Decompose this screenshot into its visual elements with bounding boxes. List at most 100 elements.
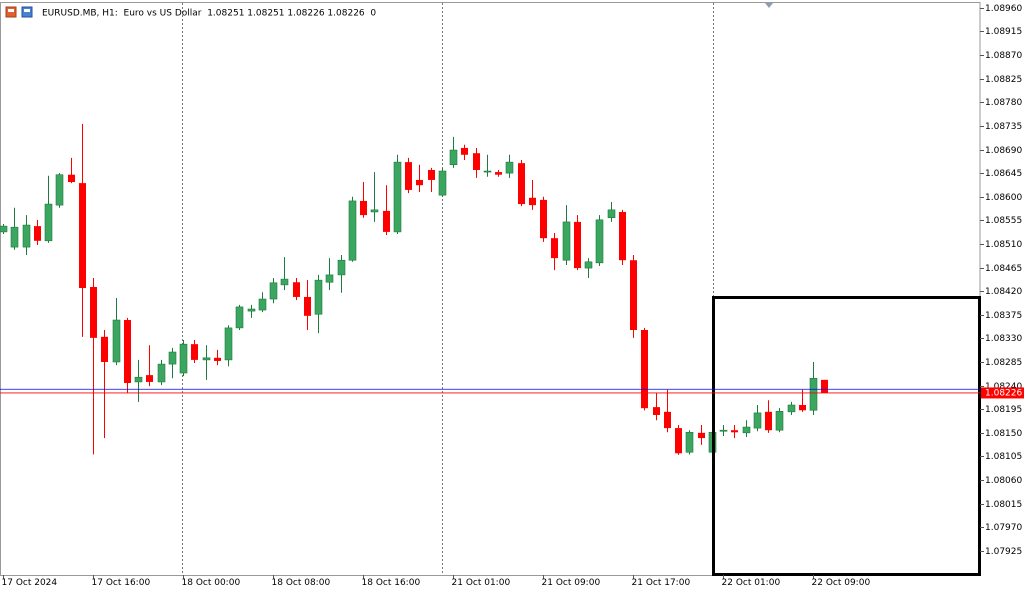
candle-body	[383, 210, 390, 232]
x-tick-label: 18 Oct 08:00	[272, 578, 331, 588]
candle-body	[214, 357, 221, 361]
candle-body	[393, 161, 402, 233]
candle-body	[595, 219, 604, 264]
candle-body	[584, 261, 593, 269]
candle-body	[540, 199, 547, 239]
candle-body	[495, 172, 502, 175]
y-tick-label: 1.07970	[985, 523, 1022, 533]
candle-body	[124, 320, 131, 383]
candle-body	[438, 170, 447, 196]
candles	[0, 123, 828, 455]
candle-body	[168, 351, 177, 365]
y-tick-label: 1.08735	[985, 122, 1022, 132]
x-tick-label: 18 Oct 00:00	[182, 578, 241, 588]
x-tick-label: 17 Oct 16:00	[92, 578, 151, 588]
candle-body	[518, 163, 525, 205]
y-tick-label: 1.08060	[985, 476, 1022, 486]
y-tick-label: 1.08915	[985, 27, 1022, 37]
candle-body	[10, 226, 19, 248]
y-tick-label: 1.07925	[985, 547, 1022, 557]
candle-body	[224, 327, 233, 361]
x-tick-label: 17 Oct 2024	[2, 578, 58, 588]
y-tick-label: 1.08195	[985, 405, 1022, 415]
y-tick-label: 1.08825	[985, 75, 1022, 85]
candle-body	[461, 147, 468, 155]
candle-body	[742, 426, 751, 434]
candle-body	[79, 183, 86, 289]
candle-body	[146, 375, 153, 382]
candle-body	[473, 153, 480, 170]
highlight-box	[712, 296, 981, 576]
candle-body	[775, 411, 784, 431]
candle-body	[821, 379, 828, 393]
y-tick-label: 1.08645	[985, 169, 1022, 179]
candle-body	[304, 296, 311, 316]
candle-body	[0, 225, 8, 233]
candle-body	[698, 432, 705, 439]
y-tick-label: 1.08555	[985, 216, 1022, 226]
candle-body	[280, 278, 289, 286]
candle-body	[337, 259, 346, 276]
y-tick-label: 1.08780	[985, 98, 1022, 108]
candle-body	[753, 412, 762, 429]
candle-body	[630, 260, 637, 330]
candle-body	[101, 336, 108, 362]
candle-body	[314, 279, 323, 315]
candle-body	[799, 405, 806, 411]
candle-body	[428, 169, 435, 180]
y-tick-label: 1.08150	[985, 429, 1022, 439]
candle-body	[258, 298, 267, 311]
y-tick-label: 1.08510	[985, 240, 1022, 250]
y-tick-label: 1.08960	[985, 4, 1022, 14]
y-tick-label: 1.08690	[985, 146, 1022, 156]
candle-body	[360, 200, 367, 216]
candle-body	[44, 203, 53, 242]
x-tick-label: 22 Oct 09:00	[812, 578, 871, 588]
shift-marker	[765, 3, 773, 8]
candle-body	[22, 224, 31, 248]
candle-body	[405, 162, 412, 190]
candle-body	[607, 209, 616, 219]
candle-body	[719, 429, 728, 432]
candle-body	[529, 197, 536, 206]
candle-body	[653, 407, 660, 415]
candle-body	[505, 161, 514, 174]
y-tick-label: 1.08465	[985, 264, 1022, 274]
x-tick-label: 21 Oct 09:00	[542, 578, 601, 588]
x-tick-label: 21 Oct 17:00	[632, 578, 691, 588]
x-tick-label: 22 Oct 01:00	[722, 578, 781, 588]
candle-body	[731, 430, 738, 433]
candle-body	[134, 376, 143, 383]
candle-body	[370, 209, 379, 213]
y-tick-label: 1.08420	[985, 287, 1022, 297]
y-tick-label: 1.08015	[985, 500, 1022, 510]
candle-body	[641, 329, 648, 409]
y-tick-label: 1.08330	[985, 334, 1022, 344]
candle-body	[55, 174, 64, 206]
plot-frame	[0, 2, 981, 576]
y-tick-label: 1.08600	[985, 193, 1022, 203]
y-tick-label: 1.08105	[985, 452, 1022, 462]
candle-body	[483, 170, 492, 173]
candle-body	[449, 149, 458, 166]
x-tick-label: 21 Oct 01:00	[452, 578, 511, 588]
candle-body	[293, 282, 300, 297]
y-tick-label: 1.08240	[985, 382, 1022, 392]
candle-body	[157, 363, 166, 383]
candle-body	[619, 211, 626, 261]
x-tick-label: 18 Oct 16:00	[362, 578, 421, 588]
candle-body	[675, 428, 682, 454]
candle-body	[787, 404, 796, 413]
bid-tag	[981, 387, 1024, 399]
candle-body	[112, 319, 121, 363]
candle-body	[68, 174, 75, 183]
candle-body	[179, 343, 188, 374]
candle-body	[574, 221, 581, 269]
chart-title: EURUSD.MB, H1: Euro vs US Dollar 1.08251…	[42, 9, 376, 19]
candle-body	[34, 226, 41, 241]
symbol-icon	[5, 6, 33, 18]
candle-body	[202, 357, 211, 361]
candle-body	[269, 282, 278, 300]
